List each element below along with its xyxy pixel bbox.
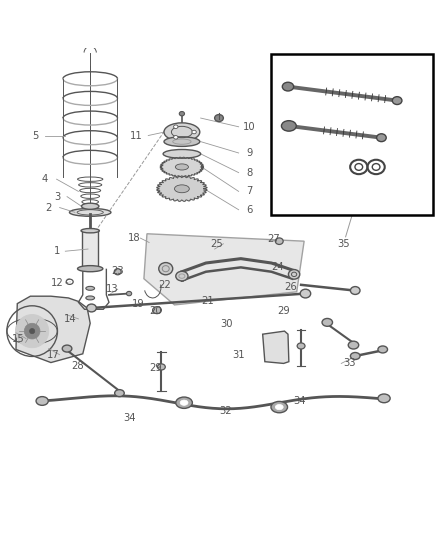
Ellipse shape: [114, 269, 121, 275]
Ellipse shape: [87, 304, 96, 312]
Ellipse shape: [348, 341, 359, 349]
Polygon shape: [263, 331, 289, 364]
Ellipse shape: [78, 265, 103, 272]
Ellipse shape: [378, 346, 388, 353]
Text: 26: 26: [285, 282, 297, 293]
Ellipse shape: [192, 130, 196, 134]
Ellipse shape: [180, 400, 188, 405]
Ellipse shape: [81, 229, 99, 233]
Ellipse shape: [176, 271, 188, 281]
Text: 8: 8: [247, 168, 253, 177]
Text: 25: 25: [210, 239, 223, 249]
Text: 17: 17: [47, 350, 60, 360]
Ellipse shape: [377, 134, 386, 142]
Ellipse shape: [62, 345, 72, 352]
Ellipse shape: [163, 149, 201, 158]
Ellipse shape: [157, 364, 165, 370]
Polygon shape: [16, 296, 90, 362]
Ellipse shape: [350, 287, 360, 294]
Text: 24: 24: [272, 262, 284, 272]
Text: 32: 32: [219, 407, 232, 416]
Text: 9: 9: [247, 148, 253, 158]
Text: 34: 34: [293, 396, 306, 406]
Text: 12: 12: [51, 278, 64, 288]
Bar: [82, 230, 98, 269]
Text: 4: 4: [41, 174, 47, 184]
Text: 5: 5: [32, 131, 39, 141]
Text: 20: 20: [149, 306, 162, 316]
Ellipse shape: [164, 123, 200, 141]
Text: 19: 19: [132, 298, 145, 309]
Ellipse shape: [173, 125, 178, 128]
Ellipse shape: [176, 397, 192, 408]
Text: 10: 10: [243, 122, 256, 132]
Ellipse shape: [215, 115, 223, 122]
Text: 6: 6: [247, 205, 253, 215]
Text: 11: 11: [130, 131, 142, 141]
Ellipse shape: [271, 401, 288, 413]
Ellipse shape: [173, 135, 178, 139]
Ellipse shape: [159, 263, 173, 275]
Ellipse shape: [283, 82, 293, 91]
Ellipse shape: [378, 394, 390, 403]
Text: 15: 15: [12, 334, 25, 344]
Ellipse shape: [152, 306, 161, 313]
Circle shape: [29, 328, 35, 334]
Text: 18: 18: [127, 233, 140, 243]
Circle shape: [15, 314, 49, 348]
Ellipse shape: [276, 238, 283, 245]
Ellipse shape: [297, 343, 305, 349]
Text: 23: 23: [111, 266, 124, 276]
Text: 13: 13: [106, 284, 118, 294]
Text: 33: 33: [344, 358, 356, 368]
Ellipse shape: [300, 289, 311, 298]
Polygon shape: [144, 234, 304, 305]
Text: 2: 2: [46, 203, 52, 213]
Text: 14: 14: [64, 314, 77, 324]
Text: 29: 29: [149, 363, 162, 373]
Text: 31: 31: [232, 350, 245, 360]
Ellipse shape: [288, 270, 300, 279]
Ellipse shape: [174, 185, 189, 193]
Text: 1: 1: [54, 246, 60, 256]
Ellipse shape: [179, 111, 184, 116]
Text: 7: 7: [247, 187, 253, 196]
Text: 28: 28: [71, 361, 83, 371]
Ellipse shape: [81, 203, 99, 209]
Text: 35: 35: [337, 239, 350, 249]
Text: 27: 27: [267, 235, 280, 245]
Circle shape: [24, 323, 40, 339]
Bar: [272, 54, 433, 215]
Ellipse shape: [276, 405, 283, 410]
Ellipse shape: [282, 120, 296, 131]
Ellipse shape: [70, 208, 111, 216]
Ellipse shape: [175, 164, 188, 170]
Ellipse shape: [164, 137, 200, 147]
Text: 3: 3: [54, 192, 60, 201]
Ellipse shape: [127, 292, 132, 296]
Ellipse shape: [115, 390, 124, 397]
Text: 29: 29: [277, 306, 290, 316]
Ellipse shape: [86, 296, 95, 300]
Text: 34: 34: [123, 414, 136, 423]
Ellipse shape: [350, 352, 360, 359]
Ellipse shape: [86, 286, 95, 290]
Text: 21: 21: [202, 296, 215, 305]
Text: 30: 30: [221, 319, 233, 329]
Ellipse shape: [322, 318, 332, 326]
Polygon shape: [157, 176, 207, 201]
Ellipse shape: [392, 96, 402, 104]
Ellipse shape: [36, 397, 48, 405]
Text: 22: 22: [158, 280, 171, 290]
Polygon shape: [160, 157, 204, 177]
